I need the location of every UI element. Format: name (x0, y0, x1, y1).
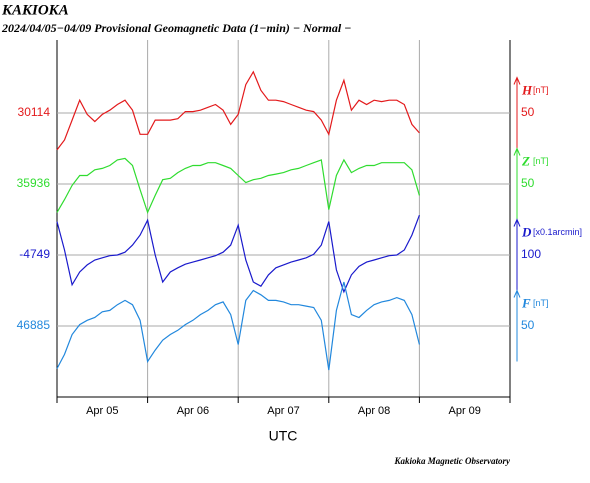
scale-label: 100 (521, 247, 541, 261)
scale-arrow (513, 76, 521, 85)
series-unit: [x0.1arcmin] (533, 227, 582, 237)
series-unit: [nT] (533, 298, 549, 308)
scale-label: 50 (521, 105, 535, 119)
x-tick-label: Apr 05 (86, 405, 118, 417)
scale-label: 50 (521, 176, 535, 190)
series-name: F (521, 295, 531, 310)
scale-arrow (513, 147, 521, 156)
x-tick-label: Apr 09 (448, 405, 480, 417)
trace (56, 157, 420, 215)
x-tick-label: Apr 08 (358, 405, 390, 417)
scale-label: 50 (521, 318, 535, 332)
trace (56, 281, 420, 371)
series-name: Z (521, 153, 530, 168)
baseline-label: 46885 (17, 318, 51, 332)
series-unit: [nT] (533, 156, 549, 166)
series-name: D (521, 224, 532, 239)
x-tick-label: Apr 07 (267, 405, 299, 417)
scale-arrow (513, 218, 521, 227)
baseline-label: 30114 (18, 105, 51, 119)
x-tick-label: Apr 06 (177, 405, 209, 417)
series-name: H (521, 82, 533, 97)
trace (56, 214, 420, 294)
chart-title: KAKIOKA (1, 2, 69, 18)
x-axis-label: UTC (269, 428, 298, 444)
chart-subtitle: 2024/04/05−04/09 Provisional Geomagnetic… (1, 21, 351, 35)
trace (56, 70, 420, 151)
baseline-label: 35936 (17, 176, 51, 190)
scale-arrow (513, 289, 521, 298)
footer: Kakioka Magnetic Observatory (394, 456, 511, 466)
baseline-label: -4749 (19, 247, 50, 261)
series-unit: [nT] (533, 85, 549, 95)
